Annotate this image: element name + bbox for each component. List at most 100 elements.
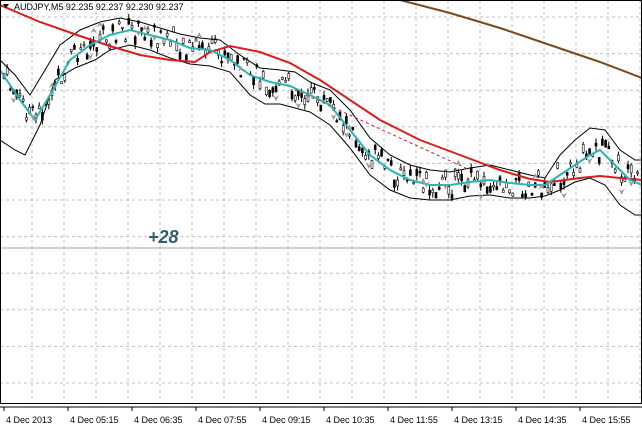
menu-arrow[interactable]: [3, 4, 9, 8]
candle-body: [223, 50, 227, 55]
candle-body: [588, 148, 591, 155]
fractal-arrow: [477, 193, 484, 200]
candle-body: [485, 186, 489, 194]
time-label: 4 Dec 09:15: [262, 415, 311, 425]
candle-body: [553, 183, 556, 187]
candle-body: [460, 173, 463, 182]
candle-body: [309, 87, 313, 94]
candle-body: [613, 168, 617, 173]
candle-body: [345, 116, 348, 125]
candle-body: [601, 138, 604, 146]
candle-body: [351, 127, 355, 130]
candle-body: [453, 168, 457, 178]
candle-body: [412, 182, 415, 185]
candle-body: [620, 176, 623, 183]
candle-body: [287, 73, 291, 79]
candle-body: [501, 189, 505, 194]
time-label: 4 Dec 2013: [6, 415, 52, 425]
fractal-arrow: [343, 131, 350, 138]
fractal-arrow: [538, 183, 545, 190]
candle-body: [201, 42, 204, 50]
fractal-arrow: [10, 97, 17, 104]
candle-body: [293, 95, 297, 101]
candle-body: [124, 39, 127, 42]
candle-body: [565, 172, 569, 176]
candle-body: [457, 172, 460, 180]
candle-body: [425, 172, 428, 179]
candle-body: [261, 71, 265, 79]
candle-body: [322, 95, 326, 100]
envelope-lower: [0, 44, 642, 216]
candle-body: [281, 76, 284, 80]
candle-body: [105, 39, 108, 43]
candle-body: [313, 87, 316, 90]
fractal-arrow: [237, 65, 244, 72]
candle-body: [213, 38, 217, 43]
candle-body: [396, 179, 399, 187]
candle-body: [409, 169, 412, 176]
candle-body: [181, 37, 185, 44]
fractal-arrow: [561, 192, 567, 199]
candle-body: [530, 192, 534, 196]
candle-body: [415, 169, 419, 176]
candle-body: [194, 38, 198, 42]
candle-body: [290, 90, 294, 100]
candle-body: [169, 41, 172, 47]
candle-body: [165, 33, 169, 37]
candle-body: [556, 162, 559, 169]
candle-body: [380, 149, 383, 157]
fractal-arrow: [586, 157, 593, 164]
candle-body: [581, 144, 585, 153]
time-label: 4 Dec 15:55: [582, 415, 631, 425]
candle-body: [111, 24, 115, 32]
fractal-arrow: [295, 102, 302, 109]
candle-body: [101, 25, 105, 30]
candle-body: [495, 186, 499, 190]
candle-body: [604, 139, 607, 148]
candle-body: [524, 193, 527, 198]
candle-body: [521, 193, 524, 198]
candle-body: [428, 189, 431, 196]
candle-body: [140, 27, 143, 32]
fractal-arrow: [330, 114, 337, 121]
candle-body: [220, 61, 223, 64]
candle-body: [364, 154, 367, 160]
candle-body: [386, 159, 390, 161]
fractal-arrow: [346, 124, 353, 131]
candle-body: [549, 183, 553, 192]
candle-body: [9, 88, 12, 91]
time-label: 4 Dec 14:35: [518, 415, 567, 425]
candle-body: [399, 167, 403, 170]
candle-body: [335, 120, 339, 123]
moving-average-fast: [0, 28, 642, 186]
candle-body: [511, 192, 515, 197]
candle-body: [434, 192, 438, 199]
candle-body: [489, 185, 492, 193]
candle-body: [95, 47, 99, 52]
candle-body: [73, 44, 76, 50]
time-label: 4 Dec 06:35: [134, 415, 183, 425]
candle-body: [79, 47, 83, 50]
candle-body: [175, 42, 179, 51]
grid: [0, 0, 642, 403]
candle-body: [319, 104, 323, 112]
candle-body: [284, 80, 287, 83]
candle-body: [492, 184, 495, 188]
candle-body: [274, 85, 278, 93]
fractal-arrow: [196, 32, 203, 39]
candle-body: [57, 68, 60, 76]
time-label: 4 Dec 07:55: [198, 415, 247, 425]
fractal-arrow: [365, 162, 372, 169]
candle-body: [252, 76, 255, 86]
candle-body: [607, 145, 611, 150]
candle-body: [185, 54, 188, 61]
candle-body: [444, 169, 447, 178]
candle-body: [82, 43, 86, 46]
candle-body: [329, 97, 332, 103]
candle-body: [69, 49, 73, 52]
candle-body: [508, 189, 511, 193]
candle-body: [421, 187, 425, 193]
candle-body: [476, 170, 479, 180]
